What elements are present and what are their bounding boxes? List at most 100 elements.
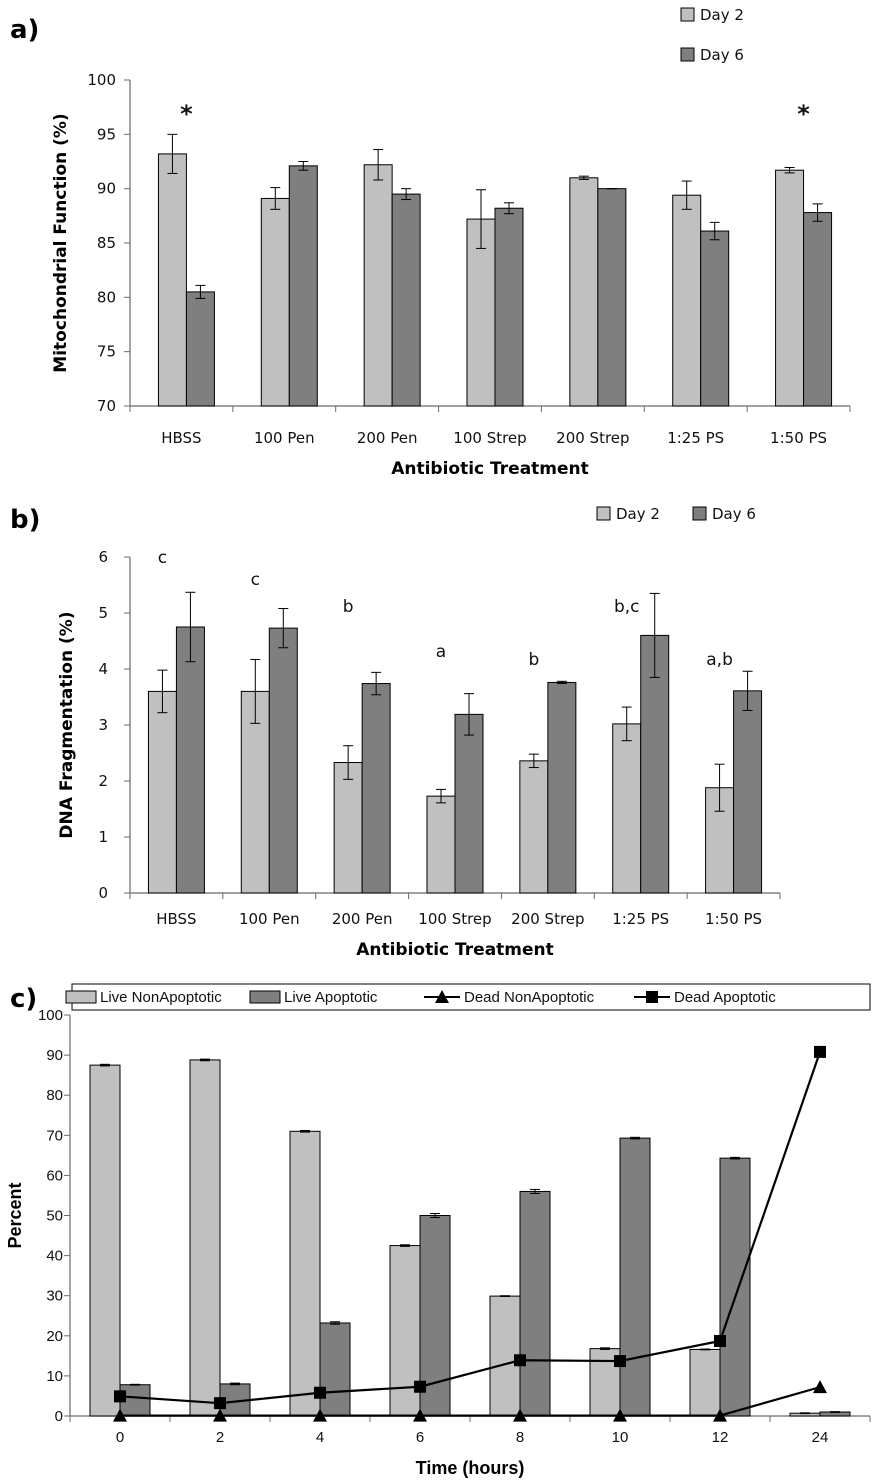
x-axis-title: Antibiotic Treatment [356,940,554,960]
legend-label: Live NonApoptotic [100,989,222,1006]
data-point [213,1408,227,1422]
y-tick-label: 3 [98,716,108,734]
y-ticks: 0 10 20 30 40 50 60 70 80 90 100 [38,1007,70,1425]
bar [640,634,670,894]
series-line [120,1386,821,1417]
bar [719,1157,751,1417]
series-day-6 [175,591,763,894]
category-label: 1:50 PS [770,429,827,447]
bar [288,165,318,407]
category-label: 6 [416,1429,424,1446]
category-label: 1:25 PS [667,429,724,447]
y-tick-label: 10 [46,1368,63,1385]
bar [547,681,577,894]
y-tick-label: 70 [97,397,116,415]
bar [189,1059,221,1417]
bar [240,690,270,894]
category-label: 100 Strep [418,910,491,928]
legend-swatch [680,7,695,22]
bar [569,177,599,407]
series-day-2 [157,133,805,407]
y-tick-label: 0 [55,1408,63,1425]
category-label: 1:25 PS [612,910,669,928]
bar [519,760,549,894]
data-point [714,1335,726,1348]
category-label: 100 Pen [239,910,300,928]
series-line [119,1051,822,1405]
y-tick-label: 100 [87,71,116,89]
data-point [314,1386,326,1399]
legend-swatch [249,990,281,1004]
category-label: 0 [116,1429,124,1446]
x-axis-title: Time (hours) [416,1458,525,1478]
panel-label: a) [10,15,39,45]
category-label: 1:50 PS [705,910,762,928]
bar [519,1190,551,1417]
y-tick-label: 90 [97,180,116,198]
legend-label: Day 6 [712,505,756,523]
y-tick-label: 85 [97,234,116,252]
bar [700,230,730,407]
y-tick-label: 90 [46,1047,63,1064]
category-label: 24 [812,1429,829,1446]
bar [454,713,484,894]
category-label: 200 Strep [511,910,584,928]
bar [175,626,205,894]
y-tick-label: 80 [97,288,116,306]
annotation: a [436,642,446,662]
bar [333,762,363,894]
legend-label: Dead NonApoptotic [464,989,595,1006]
data-point [414,1380,426,1393]
y-tick-label: 40 [46,1248,63,1265]
legend-swatch [596,506,611,521]
data-point [813,1380,827,1394]
y-tick-label: 70 [46,1127,63,1144]
data-point [514,1354,526,1367]
y-tick-label: 60 [46,1167,63,1184]
bar [260,197,290,407]
bar [147,690,177,894]
legend-marker [435,990,449,1003]
series-dead-apoptotic [114,1045,826,1410]
category-label: 2 [216,1429,224,1446]
category-label: 12 [712,1429,729,1446]
legend-label: Dead Apoptotic [674,989,776,1006]
bar [612,723,642,894]
series-day-6 [185,161,833,407]
series-live-apoptotic [119,1136,851,1417]
bar [775,169,805,407]
bar [494,207,524,407]
category-label: 100 Strep [453,429,526,447]
category-label: HBSS [161,429,201,447]
bar [363,164,393,407]
y-axis-title: DNA Fragmentation (%) [57,611,77,838]
bar [319,1322,351,1417]
category-label: 200 Pen [332,910,393,928]
legend: Live NonApoptotic Live Apoptotic Dead NonA… [65,983,871,1011]
category-label: 10 [612,1429,629,1446]
legend-label: Day 6 [700,46,744,64]
data-point [413,1408,427,1422]
category-label: 4 [316,1429,324,1446]
legend-label: Live Apoptotic [284,989,378,1006]
category-label: 100 Pen [254,429,315,447]
legend-swatch [680,47,695,62]
y-axis-title: Mitochondrial Function (%) [51,113,71,372]
y-tick-label: 50 [46,1208,63,1225]
category-label: HBSS [156,910,196,928]
category-label: 8 [516,1429,524,1446]
y-tick-label: 1 [98,828,108,846]
data-point [614,1355,626,1368]
bar [803,212,833,407]
annotation: b [528,650,539,670]
data-point [713,1408,727,1422]
legend-box [71,983,871,1011]
panel-label: c) [10,984,37,1014]
y-tick-label: 100 [38,1007,63,1024]
bar [672,194,702,407]
legend-swatch [692,506,707,521]
bar [157,153,187,407]
legend: Day 2 Day 6 [596,505,756,523]
series-dead-nonapoptotic [113,1380,827,1422]
